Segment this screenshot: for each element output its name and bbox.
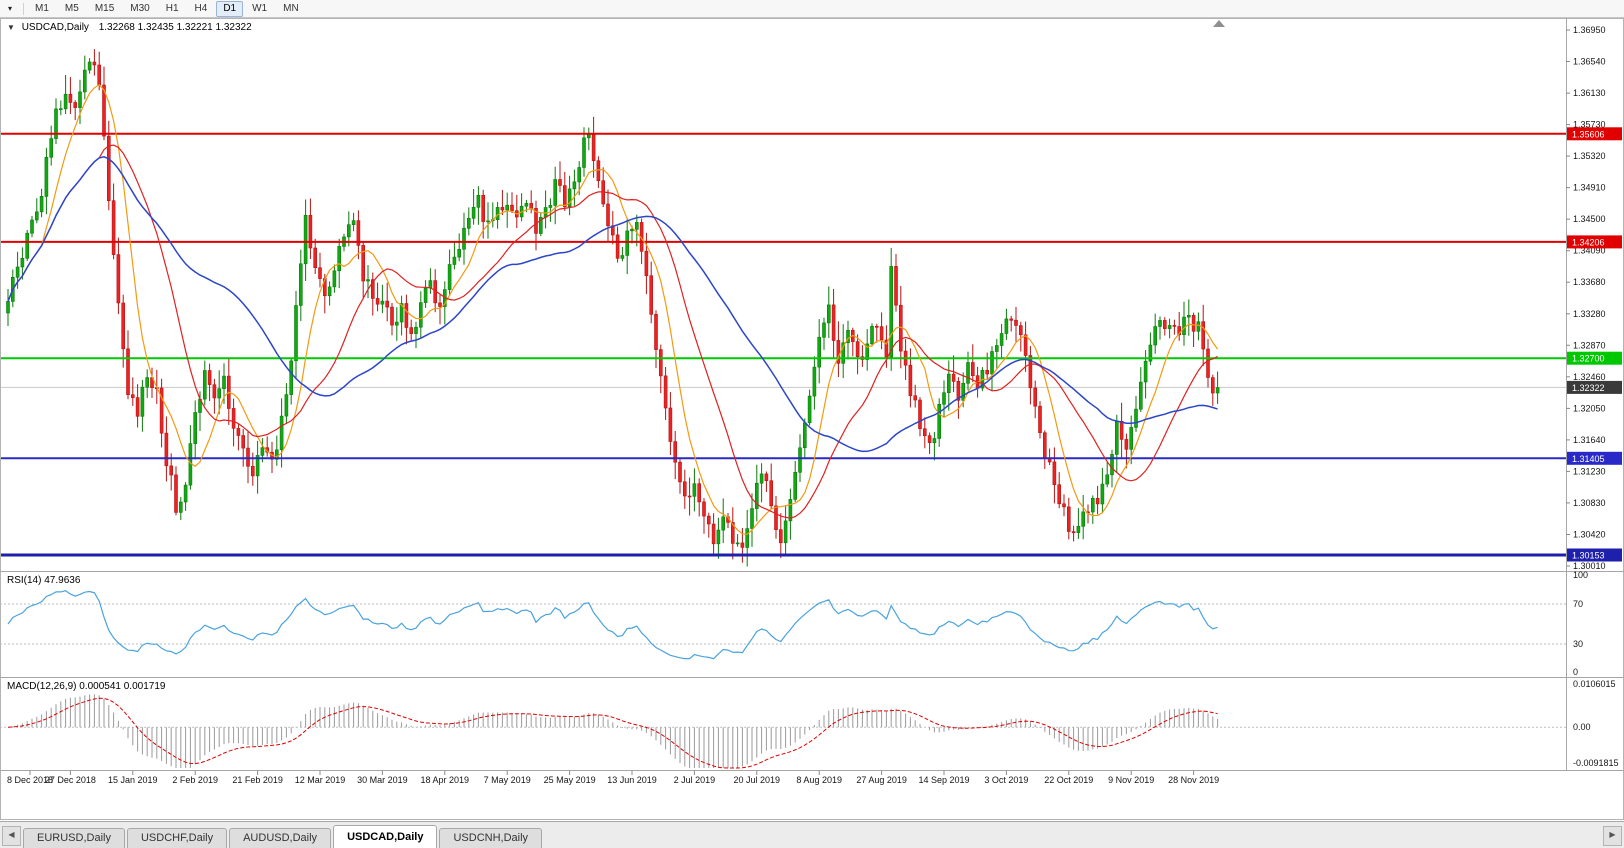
svg-text:1.31230: 1.31230 xyxy=(1573,466,1606,476)
svg-text:2 Jul 2019: 2 Jul 2019 xyxy=(674,775,716,785)
svg-text:1.32322: 1.32322 xyxy=(1572,383,1605,393)
tab-audusd-daily[interactable]: AUDUSD,Daily xyxy=(229,828,332,848)
svg-text:1.30830: 1.30830 xyxy=(1573,498,1606,508)
price-badge-1.30153: 1.30153 xyxy=(1567,548,1622,562)
rsi-axis-label-30: 30 xyxy=(1573,639,1583,649)
timeframe-h1-button[interactable]: H1 xyxy=(165,2,179,14)
chart-title: ▼ USDCAD,Daily 1.32268 1.32435 1.32221 1… xyxy=(7,22,252,33)
price-badge-1.32322: 1.32322 xyxy=(1567,380,1622,394)
chart-ohlc-values: 1.32268 1.32435 1.32221 1.32322 xyxy=(98,22,252,33)
svg-text:1.35606: 1.35606 xyxy=(1572,129,1605,139)
tab-usdcad-daily[interactable]: USDCAD,Daily xyxy=(333,825,438,848)
chart-tabs: EURUSD,Daily USDCHF,Daily AUDUSD,Daily USDC… xyxy=(23,825,544,848)
chart-list-dropdown-icon[interactable]: ▾ xyxy=(7,3,12,13)
timeframe-mn-button[interactable]: MN xyxy=(283,2,299,14)
svg-text:7 May 2019: 7 May 2019 xyxy=(484,775,531,785)
svg-text:2 Feb 2019: 2 Feb 2019 xyxy=(172,775,218,785)
macd-axis-label-2: -0.0091815 xyxy=(1573,758,1619,768)
timeframe-m5-button[interactable]: M5 xyxy=(64,2,79,14)
rsi-axis-label-70: 70 xyxy=(1573,599,1583,609)
svg-text:28 Nov 2019: 28 Nov 2019 xyxy=(1168,775,1219,785)
macd-axis-label-0: 0.0106015 xyxy=(1573,679,1616,689)
svg-text:1.34910: 1.34910 xyxy=(1573,183,1606,193)
svg-text:1.30420: 1.30420 xyxy=(1573,530,1606,540)
svg-text:13 Jun 2019: 13 Jun 2019 xyxy=(607,775,657,785)
ma-slow-line xyxy=(7,156,1218,453)
collapse-indicators-icon[interactable]: ▼ xyxy=(7,23,15,32)
svg-text:18 Apr 2019: 18 Apr 2019 xyxy=(421,775,470,785)
chart-plot-area[interactable] xyxy=(0,18,1566,770)
macd-axis-label-1: 0.00 xyxy=(1573,722,1591,732)
tab-scroll-right-button[interactable]: ▶ xyxy=(1603,826,1622,846)
timeframe-w1-button[interactable]: W1 xyxy=(252,2,268,14)
svg-text:14 Sep 2019: 14 Sep 2019 xyxy=(918,775,969,785)
svg-text:27 Dec 2018: 27 Dec 2018 xyxy=(45,775,96,785)
price-badge-1.35606: 1.35606 xyxy=(1567,127,1622,141)
tab-usdchf-daily[interactable]: USDCHF,Daily xyxy=(126,828,228,848)
rsi-axis-label-0: 0 xyxy=(1573,667,1578,677)
svg-text:1.33280: 1.33280 xyxy=(1573,309,1606,319)
tab-scroll-left-button[interactable]: ◀ xyxy=(2,826,21,846)
svg-text:1.36950: 1.36950 xyxy=(1573,25,1606,35)
svg-text:15 Jan 2019: 15 Jan 2019 xyxy=(108,775,158,785)
rsi-indicator-label: RSI(14) 47.9636 xyxy=(7,575,81,586)
svg-text:1.32870: 1.32870 xyxy=(1573,340,1606,350)
timeframe-m15-button[interactable]: M15 xyxy=(94,2,115,14)
toolbar-separator xyxy=(23,2,24,15)
macd-indicator-label: MACD(12,26,9) 0.000541 0.001719 xyxy=(7,681,166,692)
svg-text:1.31405: 1.31405 xyxy=(1572,454,1605,464)
svg-text:1.36130: 1.36130 xyxy=(1573,88,1606,98)
rsi-axis-label-100: 100 xyxy=(1573,570,1588,580)
rsi-line xyxy=(7,590,1218,660)
svg-text:1.32050: 1.32050 xyxy=(1573,403,1606,413)
svg-text:1.30010: 1.30010 xyxy=(1573,561,1606,571)
ma-medium-line xyxy=(7,144,1218,519)
svg-text:1.34206: 1.34206 xyxy=(1572,237,1605,247)
svg-text:1.35730: 1.35730 xyxy=(1573,120,1606,130)
svg-text:1.34090: 1.34090 xyxy=(1573,246,1606,256)
svg-text:3 Oct 2019: 3 Oct 2019 xyxy=(984,775,1028,785)
svg-text:30 Mar 2019: 30 Mar 2019 xyxy=(357,775,408,785)
svg-text:12 Mar 2019: 12 Mar 2019 xyxy=(295,775,346,785)
price-axis: 1.36950 1.36540 1.36130 1.35730 1.35320 1.349… xyxy=(1566,25,1606,571)
svg-text:9 Nov 2019: 9 Nov 2019 xyxy=(1108,775,1154,785)
svg-text:20 Jul 2019: 20 Jul 2019 xyxy=(734,775,781,785)
chart-tabbar: ◀ EURUSD,Daily USDCHF,Daily AUDUSD,Daily US… xyxy=(0,821,1624,848)
svg-text:8 Dec 2018: 8 Dec 2018 xyxy=(7,775,53,785)
macd-signal-line xyxy=(7,697,1218,769)
timeframe-buttons: M1 M5 M15 M30 H1 H4 D1 W1 MN xyxy=(27,0,307,17)
timeframe-m1-button[interactable]: M1 xyxy=(35,2,49,14)
svg-text:22 Oct 2019: 22 Oct 2019 xyxy=(1044,775,1093,785)
svg-text:21 Feb 2019: 21 Feb 2019 xyxy=(232,775,283,785)
svg-text:8 Aug 2019: 8 Aug 2019 xyxy=(796,775,842,785)
timeframe-h4-button[interactable]: H4 xyxy=(194,2,208,14)
tab-eurusd-daily[interactable]: EURUSD,Daily xyxy=(23,828,125,848)
svg-text:27 Aug 2019: 27 Aug 2019 xyxy=(856,775,907,785)
tab-usdcnh-daily[interactable]: USDCNH,Daily xyxy=(439,828,543,848)
timeframe-m30-button[interactable]: M30 xyxy=(130,2,150,14)
timeframe-d1-button[interactable]: D1 xyxy=(216,0,244,17)
svg-text:1.30153: 1.30153 xyxy=(1572,551,1605,561)
svg-text:1.31640: 1.31640 xyxy=(1573,435,1606,445)
svg-text:1.32460: 1.32460 xyxy=(1573,372,1606,382)
svg-text:1.36540: 1.36540 xyxy=(1573,57,1606,67)
svg-text:1.34500: 1.34500 xyxy=(1573,214,1606,224)
ma-fast-line xyxy=(7,84,1219,536)
candlesticks xyxy=(6,49,1220,567)
price-badge-1.31405: 1.31405 xyxy=(1567,451,1622,465)
svg-text:1.32700: 1.32700 xyxy=(1572,354,1605,364)
svg-text:1.33680: 1.33680 xyxy=(1573,277,1606,287)
svg-text:25 May 2019: 25 May 2019 xyxy=(544,775,596,785)
svg-text:1.35320: 1.35320 xyxy=(1573,151,1606,161)
timeframe-toolbar: ▾ M1 M5 M15 M30 H1 H4 D1 W1 MN xyxy=(0,0,1624,18)
chart-shift-icon xyxy=(1213,20,1225,27)
macd-histogram xyxy=(12,694,1219,768)
chart-symbol-label: USDCAD,Daily xyxy=(21,22,89,33)
price-badge-1.32700: 1.32700 xyxy=(1567,351,1622,365)
price-badge-1.34206: 1.34206 xyxy=(1567,235,1622,249)
